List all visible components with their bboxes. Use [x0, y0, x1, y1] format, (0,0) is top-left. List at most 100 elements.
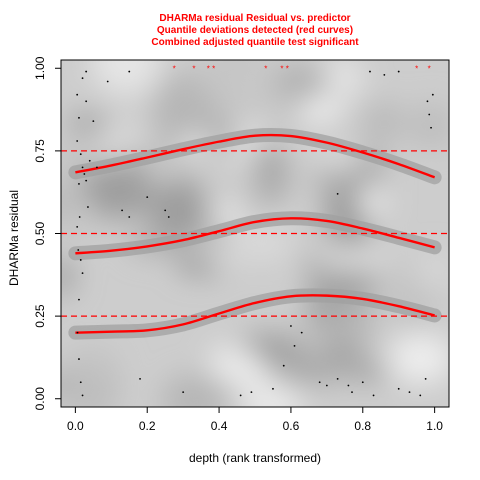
density-blob: [63, 372, 118, 423]
outlier-point: *: [264, 64, 267, 73]
residual-point: [373, 395, 375, 397]
residual-point: [398, 71, 400, 73]
residual-point: [96, 167, 98, 169]
density-blob: [388, 333, 454, 384]
residual-point: [319, 381, 321, 383]
residual-point: [82, 77, 84, 79]
y-axis-title: DHARMa residual: [7, 190, 21, 286]
residual-point: [79, 216, 81, 218]
y-tick-label: 0.00: [33, 387, 47, 411]
residual-point: [427, 100, 429, 102]
density-blob: [358, 188, 387, 218]
residual-point: [85, 100, 87, 102]
residual-point: [78, 299, 80, 301]
density-blob: [210, 49, 269, 74]
residual-point: [80, 259, 82, 261]
residual-point: [369, 71, 371, 73]
residual-point: [251, 391, 253, 393]
residual-point: [89, 160, 91, 162]
residual-point: [337, 193, 339, 195]
y-axis: 0.00 0.25 0.50 0.75 1.00: [33, 56, 61, 410]
residual-point: [76, 226, 78, 228]
density-blob: [161, 374, 231, 423]
outlier-point: *: [428, 64, 431, 73]
residual-point: [351, 391, 353, 393]
residual-point: [87, 206, 89, 208]
residual-point: [398, 388, 400, 390]
residual-point: [121, 209, 123, 211]
residual-point: [430, 127, 432, 129]
density-blob: [270, 63, 329, 101]
residual-point: [85, 180, 87, 182]
residual-point: [85, 71, 87, 73]
residual-point: [164, 209, 166, 211]
outlier-point: *: [212, 64, 215, 73]
residual-point: [409, 391, 411, 393]
residual-point: [146, 196, 148, 198]
residual-point: [362, 381, 364, 383]
density-blob: [67, 114, 108, 135]
residual-point: [425, 378, 427, 380]
residual-point: [301, 332, 303, 334]
residual-point: [348, 385, 350, 387]
residual-point: [283, 365, 285, 367]
residual-point: [168, 216, 170, 218]
density-blob: [315, 247, 390, 268]
y-tick-label: 0.50: [33, 221, 47, 245]
residual-point: [428, 114, 430, 116]
residual-point: [383, 74, 385, 76]
density-blob: [266, 349, 343, 387]
outlier-point: *: [280, 64, 283, 73]
x-tick-label: 0.8: [354, 419, 371, 433]
residual-point: [82, 272, 84, 274]
residual-point: [80, 153, 82, 155]
residual-point: [82, 395, 84, 397]
residual-point: [272, 388, 274, 390]
y-tick-label: 1.00: [33, 56, 47, 80]
residual-point: [128, 216, 130, 218]
residual-point: [240, 395, 242, 397]
x-tick-label: 0.0: [67, 419, 84, 433]
y-tick-label: 0.75: [33, 139, 47, 163]
outlier-point: *: [286, 64, 289, 73]
density-blob: [148, 90, 224, 140]
residual-point: [82, 167, 84, 169]
x-tick-label: 0.6: [283, 419, 300, 433]
residual-point: [76, 94, 78, 96]
outlier-point: *: [173, 64, 176, 73]
residual-point: [128, 71, 130, 73]
residual-point: [107, 81, 109, 83]
residual-point: [78, 117, 80, 119]
density-blob: [408, 102, 455, 148]
residual-point: [77, 332, 79, 334]
outlier-point: *: [415, 64, 418, 73]
residual-point: [182, 391, 184, 393]
outlier-point: *: [207, 64, 210, 73]
residual-point: [419, 395, 421, 397]
residual-point: [78, 358, 80, 360]
y-tick-label: 0.25: [33, 304, 47, 328]
residual-point: [432, 94, 434, 96]
x-tick-label: 0.2: [139, 419, 156, 433]
residual-point: [80, 381, 82, 383]
density-blob: [90, 27, 161, 95]
x-tick-label: 0.4: [211, 419, 228, 433]
residual-point: [78, 183, 80, 185]
density-blob: [211, 348, 260, 372]
residual-point: [83, 173, 85, 175]
residual-point: [290, 325, 292, 327]
density-blob: [361, 102, 404, 142]
x-tick-label: 1.0: [426, 419, 443, 433]
density-blob: [65, 199, 98, 242]
residual-point: [77, 249, 79, 251]
residual-point: [337, 378, 339, 380]
outlier-point: *: [192, 64, 195, 73]
x-axis-title: depth (rank transformed): [60, 451, 450, 465]
residual-point: [92, 120, 94, 122]
residual-point: [76, 140, 78, 142]
x-axis: 0.0 0.2 0.4 0.6 0.8 1.0: [67, 407, 443, 433]
residual-point: [139, 378, 141, 380]
density-blob: [253, 136, 278, 202]
